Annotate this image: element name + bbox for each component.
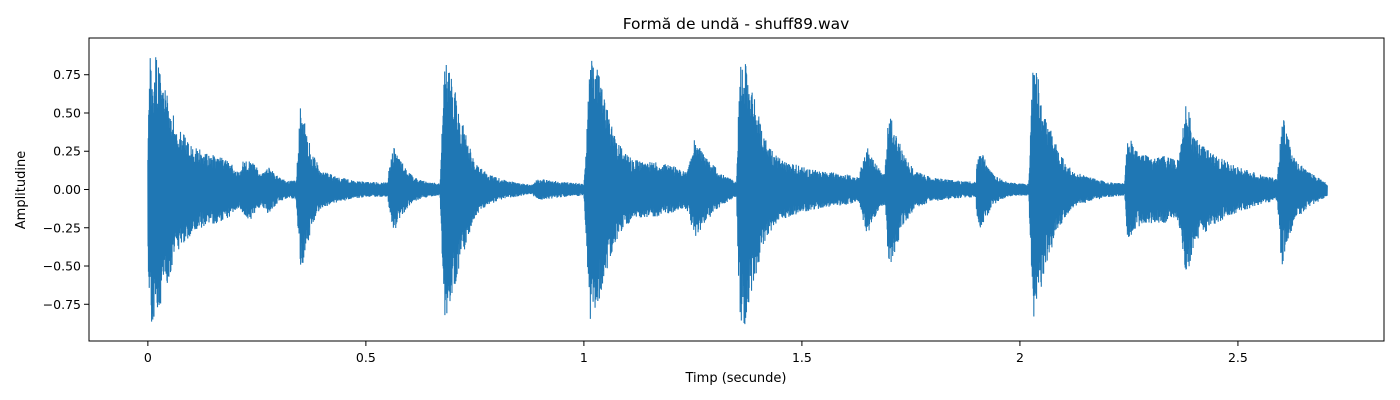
chart-title: Formă de undă - shuff89.wav xyxy=(623,15,850,33)
y-tick-label: −0.50 xyxy=(43,259,81,274)
x-axis: 0 0.5 1 1.5 2 2.5 xyxy=(144,341,1248,365)
y-tick-label: −0.75 xyxy=(43,297,81,312)
y-tick-label: 0.75 xyxy=(53,67,81,82)
x-axis-label: Timp (secunde) xyxy=(685,371,787,386)
x-tick-label: 1 xyxy=(580,350,588,365)
waveform-series-line xyxy=(147,57,1328,325)
x-tick-label: 2 xyxy=(1016,350,1024,365)
x-tick-label: 2.5 xyxy=(1228,350,1248,365)
y-axis: −0.75 −0.50 −0.25 0.00 0.25 0.50 0.75 xyxy=(43,67,89,312)
y-tick-label: 0.50 xyxy=(53,105,81,120)
y-tick-label: 0.25 xyxy=(53,144,81,159)
y-tick-label: 0.00 xyxy=(53,182,81,197)
plot-area xyxy=(147,57,1328,325)
x-tick-label: 0.5 xyxy=(356,350,376,365)
x-tick-label: 0 xyxy=(144,350,152,365)
x-tick-label: 1.5 xyxy=(792,350,812,365)
y-axis-label: Amplitudine xyxy=(14,151,29,229)
y-tick-label: −0.25 xyxy=(43,220,81,235)
